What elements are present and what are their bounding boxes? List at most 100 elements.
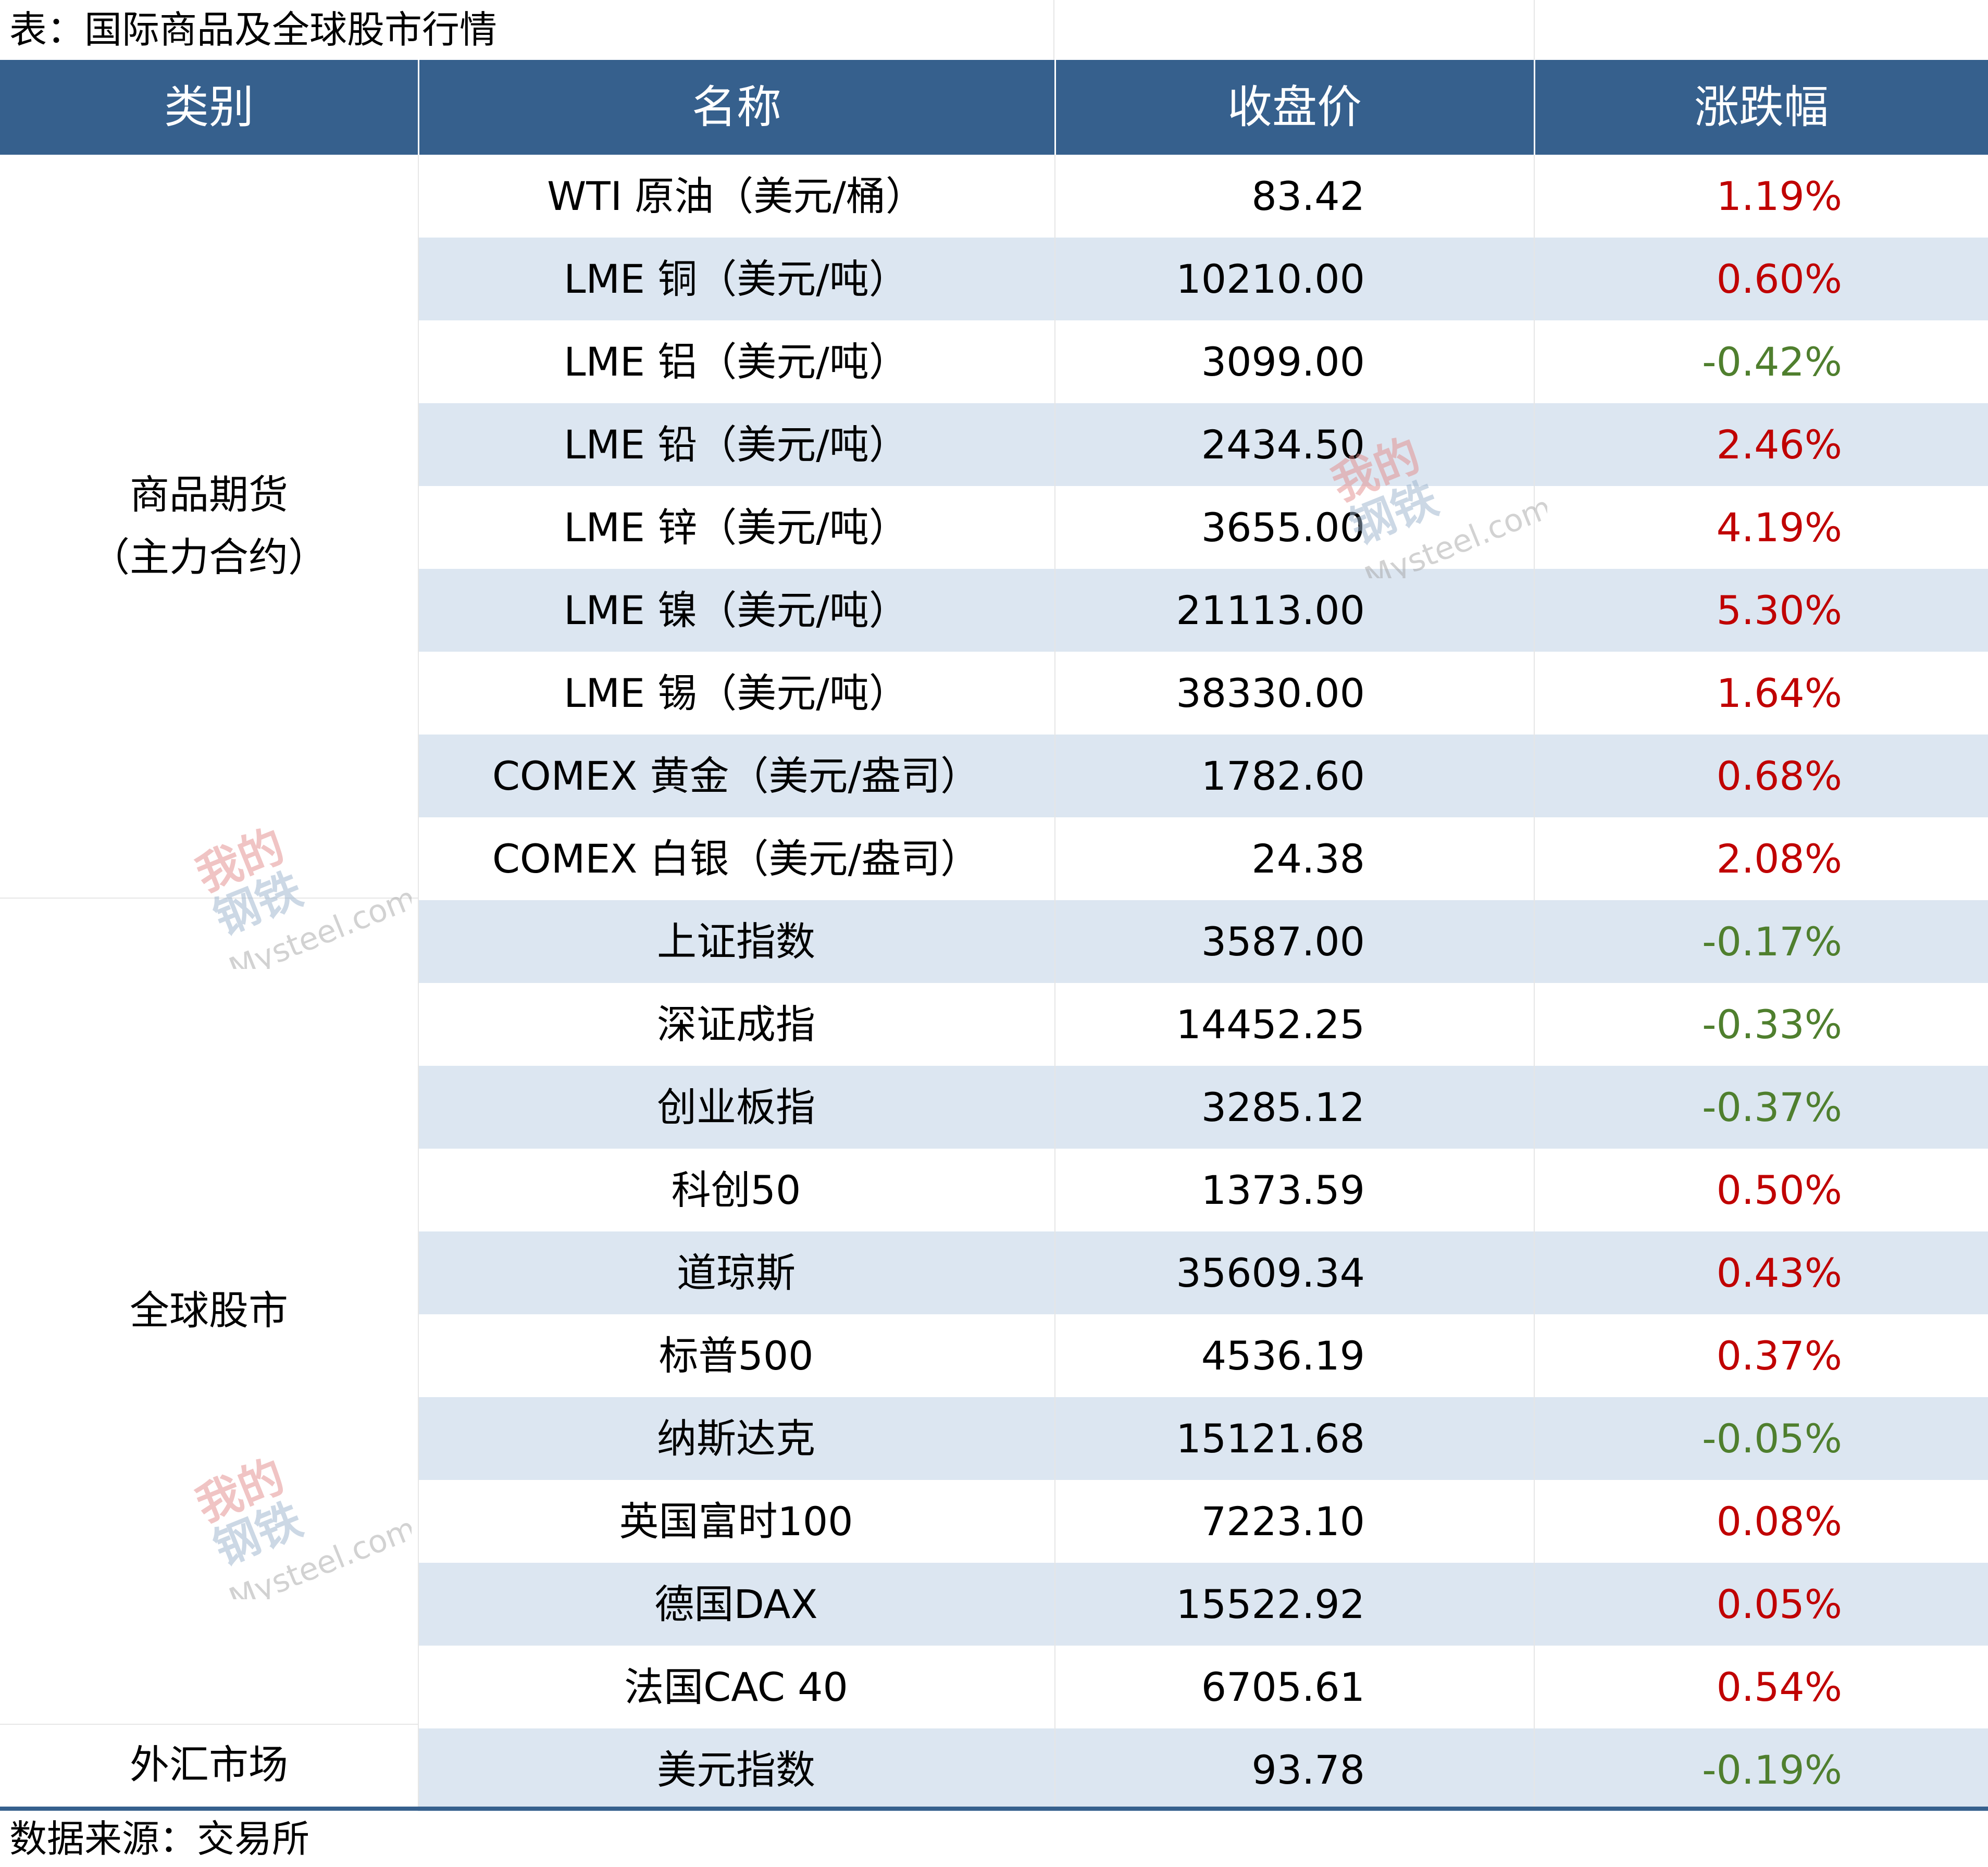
row-close-price: 10210.00: [1176, 256, 1365, 302]
header-change: 涨跌幅: [1694, 81, 1829, 133]
row-close-price: 14452.25: [1176, 1001, 1365, 1048]
row-change-percent: 0.54%: [1716, 1664, 1842, 1710]
title-grid-line: [1534, 0, 1535, 60]
table-row: LME 铅（美元/吨） 2434.50 2.46%: [418, 403, 1988, 486]
row-change-percent: 4.19%: [1716, 504, 1842, 551]
row-change-percent: 0.05%: [1716, 1581, 1842, 1627]
table-row: 英国富时100 7223.10 0.08%: [418, 1480, 1988, 1563]
column-divider: [1534, 155, 1535, 1807]
row-change-percent: 0.37%: [1716, 1333, 1842, 1379]
table-row: LME 镍（美元/吨） 21113.00 5.30%: [418, 569, 1988, 652]
row-change-percent: 0.68%: [1716, 753, 1842, 799]
table-row: 道琼斯 35609.34 0.43%: [418, 1231, 1988, 1314]
row-change-percent: -0.37%: [1702, 1084, 1842, 1130]
row-close-price: 24.38: [1251, 836, 1365, 882]
row-name: 英国富时100: [619, 1498, 853, 1545]
category-divider: [0, 898, 418, 899]
row-name: 道琼斯: [677, 1250, 796, 1296]
row-close-price: 1373.59: [1201, 1167, 1365, 1213]
row-name: 法国CAC 40: [624, 1664, 848, 1710]
row-close-price: 4536.19: [1201, 1333, 1365, 1379]
row-close-price: 35609.34: [1176, 1250, 1365, 1296]
row-name: 德国DAX: [654, 1581, 818, 1627]
row-close-price: 3587.00: [1201, 918, 1365, 965]
row-name: 标普500: [658, 1333, 814, 1379]
table-row: 创业板指 3285.12 -0.37%: [418, 1066, 1988, 1149]
table-title: 表：国际商品及全球股市行情: [9, 8, 498, 52]
row-close-price: 3285.12: [1201, 1084, 1365, 1130]
row-close-price: 1782.60: [1201, 753, 1365, 799]
row-change-percent: 2.46%: [1716, 421, 1842, 468]
row-close-price: 2434.50: [1201, 421, 1365, 468]
header-separator: [1534, 60, 1535, 155]
row-close-price: 15121.68: [1176, 1415, 1365, 1462]
data-source-note: 数据来源：交易所: [9, 1817, 310, 1861]
row-close-price: 93.78: [1251, 1747, 1365, 1793]
row-name: LME 铅（美元/吨）: [564, 421, 909, 468]
table-row: LME 锌（美元/吨） 3655.00 4.19%: [418, 486, 1988, 569]
table-row: LME 铝（美元/吨） 3099.00 -0.42%: [418, 320, 1988, 403]
row-change-percent: -0.05%: [1702, 1415, 1842, 1462]
row-change-percent: 0.60%: [1716, 256, 1842, 302]
table-row: COMEX 白银（美元/盎司） 24.38 2.08%: [418, 817, 1988, 900]
row-change-percent: 1.64%: [1716, 670, 1842, 716]
table-row: 科创50 1373.59 0.50%: [418, 1149, 1988, 1231]
category-commodities-subtitle: （主力合约）: [90, 534, 328, 580]
row-name: 科创50: [671, 1167, 801, 1213]
row-change-percent: 5.30%: [1716, 587, 1842, 633]
category-stocks: 全球股市: [130, 1287, 288, 1334]
table-row: 法国CAC 40 6705.61 0.54%: [418, 1646, 1988, 1728]
row-name: COMEX 白银（美元/盎司）: [492, 836, 980, 882]
row-name: LME 铝（美元/吨）: [564, 339, 909, 385]
column-divider: [418, 155, 419, 1807]
mysteel-watermark-logo: 我的 钢铁 Mysteel.com: [1328, 429, 1547, 578]
row-change-percent: 0.08%: [1716, 1498, 1842, 1545]
table-row: 深证成指 14452.25 -0.33%: [418, 983, 1988, 1066]
row-name: 深证成指: [657, 1001, 815, 1048]
table-row: COMEX 黄金（美元/盎司） 1782.60 0.68%: [418, 735, 1988, 817]
row-close-price: 3099.00: [1201, 339, 1365, 385]
row-close-price: 38330.00: [1176, 670, 1365, 716]
table-row: WTI 原油（美元/桶） 83.42 1.19%: [418, 155, 1988, 238]
mysteel-watermark-logo: 我的 钢铁 Mysteel.com: [193, 820, 412, 969]
row-change-percent: 0.50%: [1716, 1167, 1842, 1213]
category-commodities-title: 商品期货: [130, 471, 288, 518]
row-name: 创业板指: [657, 1084, 815, 1130]
table-row: 纳斯达克 15121.68 -0.05%: [418, 1397, 1988, 1480]
header-name: 名称: [692, 81, 781, 133]
row-change-percent: -0.19%: [1702, 1747, 1842, 1793]
row-name: 上证指数: [657, 918, 815, 965]
table-row: 标普500 4536.19 0.37%: [418, 1314, 1988, 1397]
category-commodities: 商品期货 （主力合约）: [0, 464, 418, 589]
row-name: 美元指数: [657, 1747, 815, 1793]
row-close-price: 7223.10: [1201, 1498, 1365, 1545]
row-close-price: 15522.92: [1176, 1581, 1365, 1627]
row-name: LME 锌（美元/吨）: [564, 504, 909, 551]
row-name: LME 铜（美元/吨）: [564, 256, 909, 302]
mysteel-watermark-logo: 我的 钢铁 Mysteel.com: [193, 1450, 412, 1599]
row-close-price: 6705.61: [1201, 1664, 1365, 1710]
row-close-price: 21113.00: [1176, 587, 1365, 633]
row-change-percent: -0.17%: [1702, 918, 1842, 965]
row-name: 纳斯达克: [657, 1415, 815, 1462]
table-row: 德国DAX 15522.92 0.05%: [418, 1563, 1988, 1646]
column-divider: [1054, 155, 1055, 1807]
header-separator: [1054, 60, 1056, 155]
table-row: LME 铜（美元/吨） 10210.00 0.60%: [418, 238, 1988, 320]
category-divider: [0, 1724, 418, 1725]
row-change-percent: -0.33%: [1702, 1001, 1842, 1048]
title-grid-line: [1053, 0, 1054, 60]
table-row: LME 锡（美元/吨） 38330.00 1.64%: [418, 652, 1988, 735]
row-change-percent: 1.19%: [1716, 173, 1842, 219]
row-name: LME 镍（美元/吨）: [564, 587, 909, 633]
row-close-price: 83.42: [1251, 173, 1365, 219]
header-close-price: 收盘价: [1227, 81, 1362, 133]
row-change-percent: 2.08%: [1716, 836, 1842, 882]
row-name: WTI 原油（美元/桶）: [547, 173, 925, 219]
table-bottom-rule: [0, 1807, 1988, 1811]
row-change-percent: 0.43%: [1716, 1250, 1842, 1296]
row-change-percent: -0.42%: [1702, 339, 1842, 385]
table-header: 类别 名称 收盘价 涨跌幅: [0, 60, 1988, 155]
category-fx: 外汇市场: [130, 1741, 288, 1788]
